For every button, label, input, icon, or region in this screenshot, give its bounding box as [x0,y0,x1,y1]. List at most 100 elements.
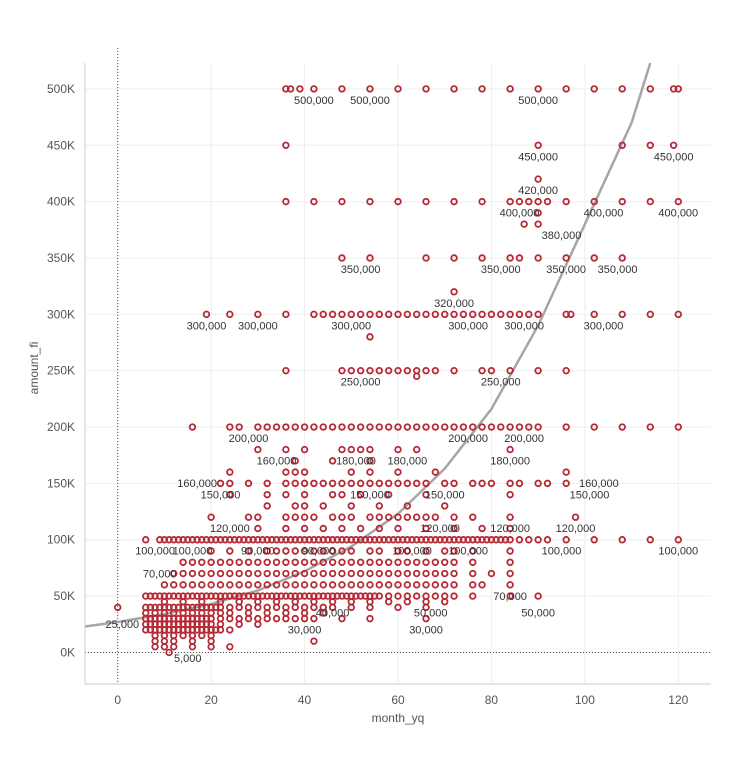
data-label: 300,000 [448,320,488,332]
data-point [254,581,262,589]
data-point [174,603,183,612]
data-label: 350,000 [341,264,381,276]
data-point [160,643,169,651]
data-point [254,513,262,521]
data-label: 400,000 [658,208,698,220]
data-point [202,310,211,319]
data-point [375,569,384,578]
data-point [618,254,626,262]
data-point [501,536,510,544]
data-point [497,536,505,544]
data-point [375,502,384,510]
data-point [310,614,318,623]
data-point [263,502,271,510]
data-point [272,603,281,612]
data-point [347,479,355,488]
x-tick-label: 0 [114,693,121,707]
data-label: 200,000 [448,433,488,445]
data-point [300,468,309,476]
data-point [188,581,197,589]
data-point [478,254,486,262]
data-point [310,197,318,206]
data-point [366,85,374,93]
data-point [328,547,337,555]
data-point [450,197,458,206]
data-point [174,592,183,600]
data-point [328,581,337,589]
data-point [441,569,449,578]
data-point [272,614,281,623]
data-point [618,423,626,431]
data-point [441,581,449,589]
data-point [506,366,514,375]
data-point [375,524,384,533]
data-point [179,581,187,589]
data-point [441,423,449,431]
data-point [366,333,374,341]
data-point [384,366,393,375]
data-point [300,490,309,499]
data-point [170,581,178,589]
data-point [156,603,164,612]
data-point [394,366,402,375]
data-point [291,513,299,521]
data-label: 180,000 [490,456,530,468]
data-point [469,513,477,521]
data-point [394,197,402,206]
data-point [408,536,416,544]
data-point [590,197,598,206]
data-point [244,614,253,623]
data-label: 40,000 [316,608,350,620]
data-point [244,592,253,600]
data-point [422,536,430,544]
data-point [534,536,542,544]
data-point [366,536,374,544]
data-point [198,569,206,578]
data-point [188,592,197,600]
data-point [422,513,430,521]
data-point [282,547,290,555]
data-label: 150,000 [350,489,390,501]
data-point [427,536,435,544]
data-point [114,603,122,612]
data-point [146,592,155,600]
data-label: 420,000 [518,185,558,197]
data-point [459,423,468,431]
data-point [356,310,365,319]
data-point [282,445,290,454]
data-point [590,536,598,544]
data-label: 100,000 [392,546,432,558]
data-point [361,592,369,600]
data-point [469,558,477,566]
data-point [562,85,570,93]
data-point [324,592,332,600]
data-point [319,558,327,566]
data-point [226,643,234,651]
data-point [338,445,346,454]
data-point [188,423,197,431]
data-point [534,175,542,183]
data-point [394,569,402,578]
data-point [188,569,197,578]
x-axis-title: month_yq [372,711,425,725]
data-point [216,479,225,488]
data-point [184,592,192,600]
y-tick-label: 50K [54,589,75,603]
data-point [198,536,206,544]
data-point [179,536,187,544]
data-label: 350,000 [546,264,586,276]
data-point [347,581,355,589]
data-point [263,614,271,623]
data-point [282,513,290,521]
data-point [394,310,402,319]
data-point [291,479,299,488]
data-point [674,536,682,544]
data-point [571,513,580,521]
data-point [441,479,449,488]
data-point [212,603,220,612]
data-point [282,524,290,533]
data-point [216,569,225,578]
data-point [235,569,243,578]
data-point [216,626,225,634]
data-point [310,603,318,612]
